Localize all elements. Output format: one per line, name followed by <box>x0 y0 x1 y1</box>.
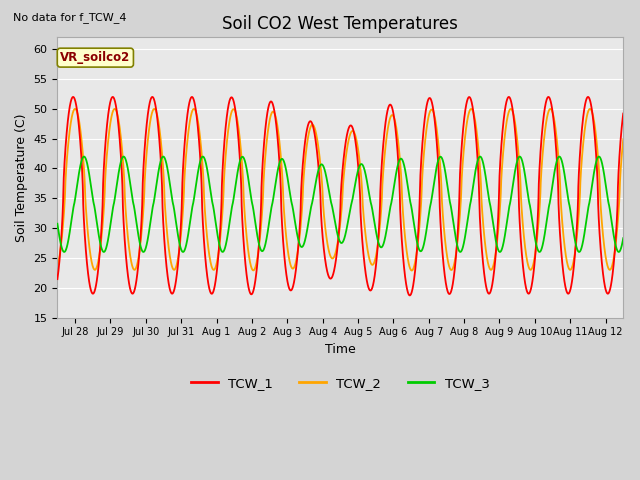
Title: Soil CO2 West Temperatures: Soil CO2 West Temperatures <box>222 15 458 33</box>
Legend: TCW_1, TCW_2, TCW_3: TCW_1, TCW_2, TCW_3 <box>186 372 495 395</box>
Text: No data for f_TCW_4: No data for f_TCW_4 <box>13 12 126 23</box>
Y-axis label: Soil Temperature (C): Soil Temperature (C) <box>15 113 28 241</box>
Text: VR_soilco2: VR_soilco2 <box>60 51 131 64</box>
X-axis label: Time: Time <box>325 343 356 356</box>
